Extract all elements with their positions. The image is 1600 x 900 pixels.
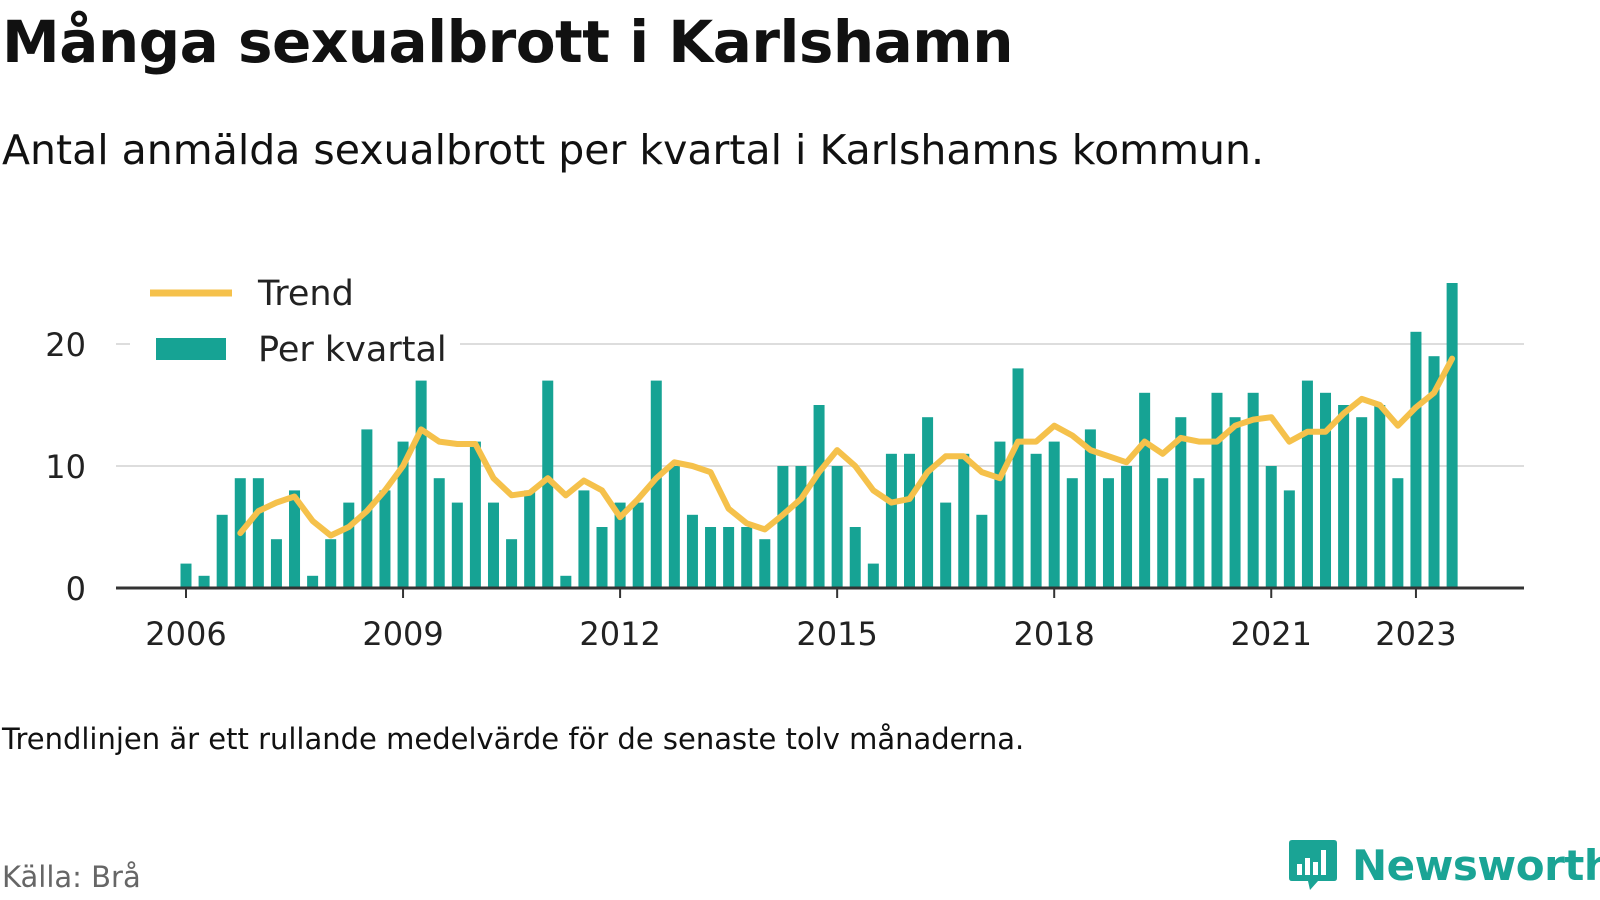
bar <box>723 527 735 588</box>
bar <box>578 490 590 588</box>
y-tick-label: 20 <box>45 326 86 364</box>
bar <box>1102 478 1114 588</box>
bar <box>216 514 228 588</box>
bar <box>542 380 554 588</box>
bar <box>1229 417 1241 588</box>
bar <box>1157 478 1169 588</box>
bar <box>1066 478 1078 588</box>
bar <box>958 453 970 588</box>
legend: Trend Per kvartal <box>130 262 460 372</box>
bar <box>343 502 355 588</box>
bar <box>1356 417 1368 588</box>
bar <box>524 490 536 588</box>
bar <box>560 575 572 588</box>
bar <box>1392 478 1404 588</box>
bar <box>885 453 897 588</box>
axes: 0 10 20 2006 2009 2012 2015 2018 2021 2023 <box>45 326 1524 653</box>
bar <box>289 490 301 588</box>
bar <box>1446 283 1458 588</box>
source-label: Källa: Brå <box>2 860 141 894</box>
legend-label-trend: Trend <box>257 274 354 314</box>
x-tick-label: 2015 <box>796 615 877 653</box>
bar <box>487 502 499 588</box>
legend-swatch-bar <box>156 338 226 360</box>
bar <box>976 514 988 588</box>
bar <box>1338 405 1350 588</box>
y-tick-label: 0 <box>66 570 86 608</box>
bar <box>867 563 879 588</box>
bar <box>451 502 463 588</box>
x-tick-label: 2012 <box>579 615 660 653</box>
bar <box>379 490 391 588</box>
bar <box>270 539 282 588</box>
legend-label-bar: Per kvartal <box>258 330 447 370</box>
chart-subtitle: Antal anmälda sexualbrott per kvartal i … <box>2 126 1265 174</box>
bar <box>1030 453 1042 588</box>
x-tick-label: 2023 <box>1375 615 1456 653</box>
brand-name: Newsworthy <box>1352 840 1600 890</box>
bar <box>1048 441 1060 588</box>
bar <box>397 441 409 588</box>
bar <box>813 405 825 588</box>
bar <box>831 466 843 588</box>
bar <box>795 466 807 588</box>
bar <box>777 466 789 588</box>
x-tick-label: 2018 <box>1013 615 1094 653</box>
bar <box>1247 392 1259 588</box>
bar <box>759 539 771 588</box>
bar <box>922 417 934 588</box>
bar <box>252 478 264 588</box>
bar <box>1410 331 1422 588</box>
bar <box>994 441 1006 588</box>
bar <box>632 502 644 588</box>
bar <box>1374 405 1386 588</box>
bar <box>741 527 753 588</box>
line-series-trend <box>237 355 1456 539</box>
bar <box>1320 392 1332 588</box>
bar <box>1283 490 1295 588</box>
bar <box>198 575 210 588</box>
x-tick-label: 2006 <box>145 615 226 653</box>
bar <box>705 527 717 588</box>
bar <box>415 380 427 588</box>
x-tick-label: 2009 <box>362 615 443 653</box>
bar-series-per-kvartal <box>180 283 1458 588</box>
bar <box>904 453 915 588</box>
bar <box>433 478 445 588</box>
x-tick-label: 2021 <box>1231 615 1312 653</box>
bar <box>1012 368 1024 588</box>
bar <box>1121 466 1133 588</box>
y-tick-label: 10 <box>45 448 86 486</box>
trend-line <box>237 355 1456 539</box>
brand: Newsworthy <box>1288 838 1600 892</box>
bar <box>668 466 680 588</box>
bar <box>307 575 319 588</box>
bar <box>1193 478 1205 588</box>
bar <box>940 502 952 588</box>
chart: 0 10 20 2006 2009 2012 2015 2018 2021 2023 Trend P… <box>45 262 1524 653</box>
bar <box>686 514 698 588</box>
bar <box>650 380 662 588</box>
bar <box>1265 466 1277 588</box>
bar <box>1139 392 1151 588</box>
footnote: Trendlinjen är ett rullande medelvärde f… <box>2 722 1025 756</box>
bar <box>469 441 481 588</box>
bar <box>614 502 626 588</box>
bar <box>1211 392 1223 588</box>
bar <box>1084 429 1096 588</box>
bar <box>849 527 861 588</box>
bar <box>506 539 518 588</box>
bar <box>1175 417 1187 588</box>
chart-title: Många sexualbrott i Karlshamn <box>2 8 1014 76</box>
bar <box>596 527 608 588</box>
bar <box>325 539 337 588</box>
bar <box>1428 356 1440 588</box>
bar <box>180 563 192 588</box>
bar <box>1301 380 1313 588</box>
bar-chart-speech-bubble-icon <box>1289 840 1337 890</box>
